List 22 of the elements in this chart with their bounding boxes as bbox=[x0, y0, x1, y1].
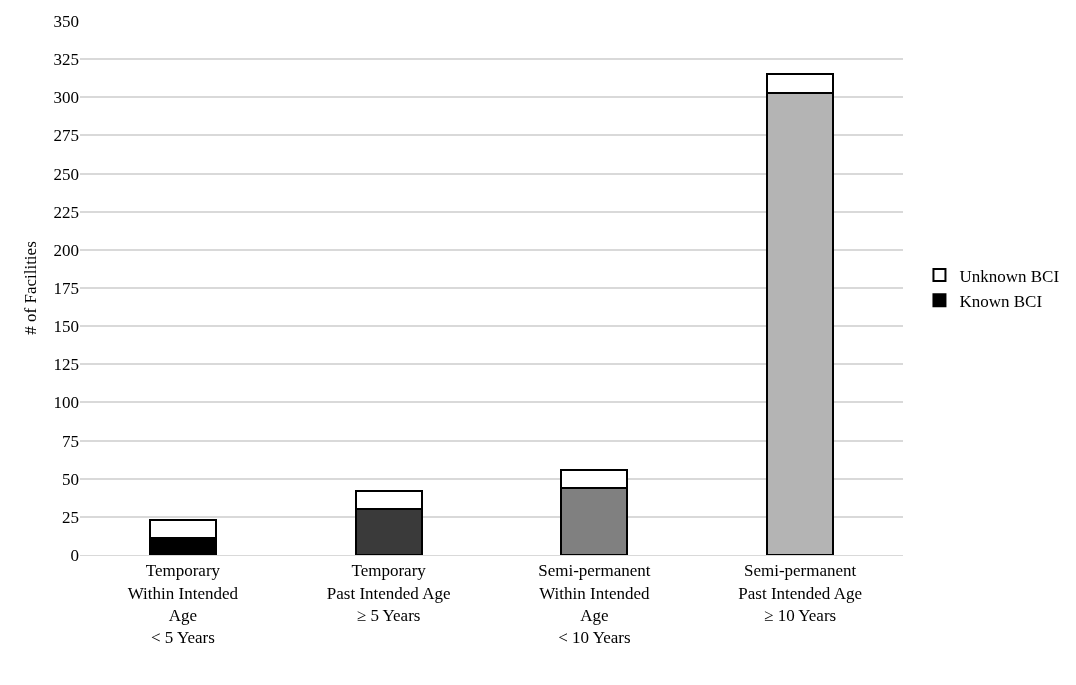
y-tick-label: 150 bbox=[53, 317, 79, 337]
x-tick-label: Semi-permanent Within Intended Age < 10 Years bbox=[538, 561, 651, 647]
y-tick-label: 275 bbox=[53, 126, 79, 146]
y-tick-label: 25 bbox=[62, 507, 79, 527]
x-tick-label: Semi-permanent Past Intended Age ≥ 10 Years bbox=[738, 561, 862, 625]
y-axis-title: # of Facilities bbox=[21, 241, 40, 335]
y-tick-label: 125 bbox=[53, 355, 79, 375]
x-tick-label: Temporary Within Intended Age < 5 Years bbox=[127, 561, 239, 647]
y-tick-label: 175 bbox=[53, 278, 79, 298]
y-tick-label: 0 bbox=[70, 545, 79, 565]
y-tick-label: 325 bbox=[53, 50, 79, 70]
y-tick-label: 75 bbox=[62, 431, 79, 451]
y-tick-label: 100 bbox=[53, 393, 79, 413]
y-tick-label: 350 bbox=[53, 11, 79, 31]
y-tick-label: 225 bbox=[53, 202, 79, 222]
legend-label: Known BCI bbox=[959, 291, 1043, 311]
y-tick-label: 200 bbox=[53, 240, 79, 260]
y-tick-label: 50 bbox=[62, 469, 79, 489]
legend-label: Unknown BCI bbox=[959, 266, 1060, 286]
y-tick-label: 300 bbox=[53, 88, 79, 108]
y-tick-label: 250 bbox=[53, 164, 79, 184]
x-tick-label: Temporary Past Intended Age ≥ 5 Years bbox=[326, 561, 451, 625]
